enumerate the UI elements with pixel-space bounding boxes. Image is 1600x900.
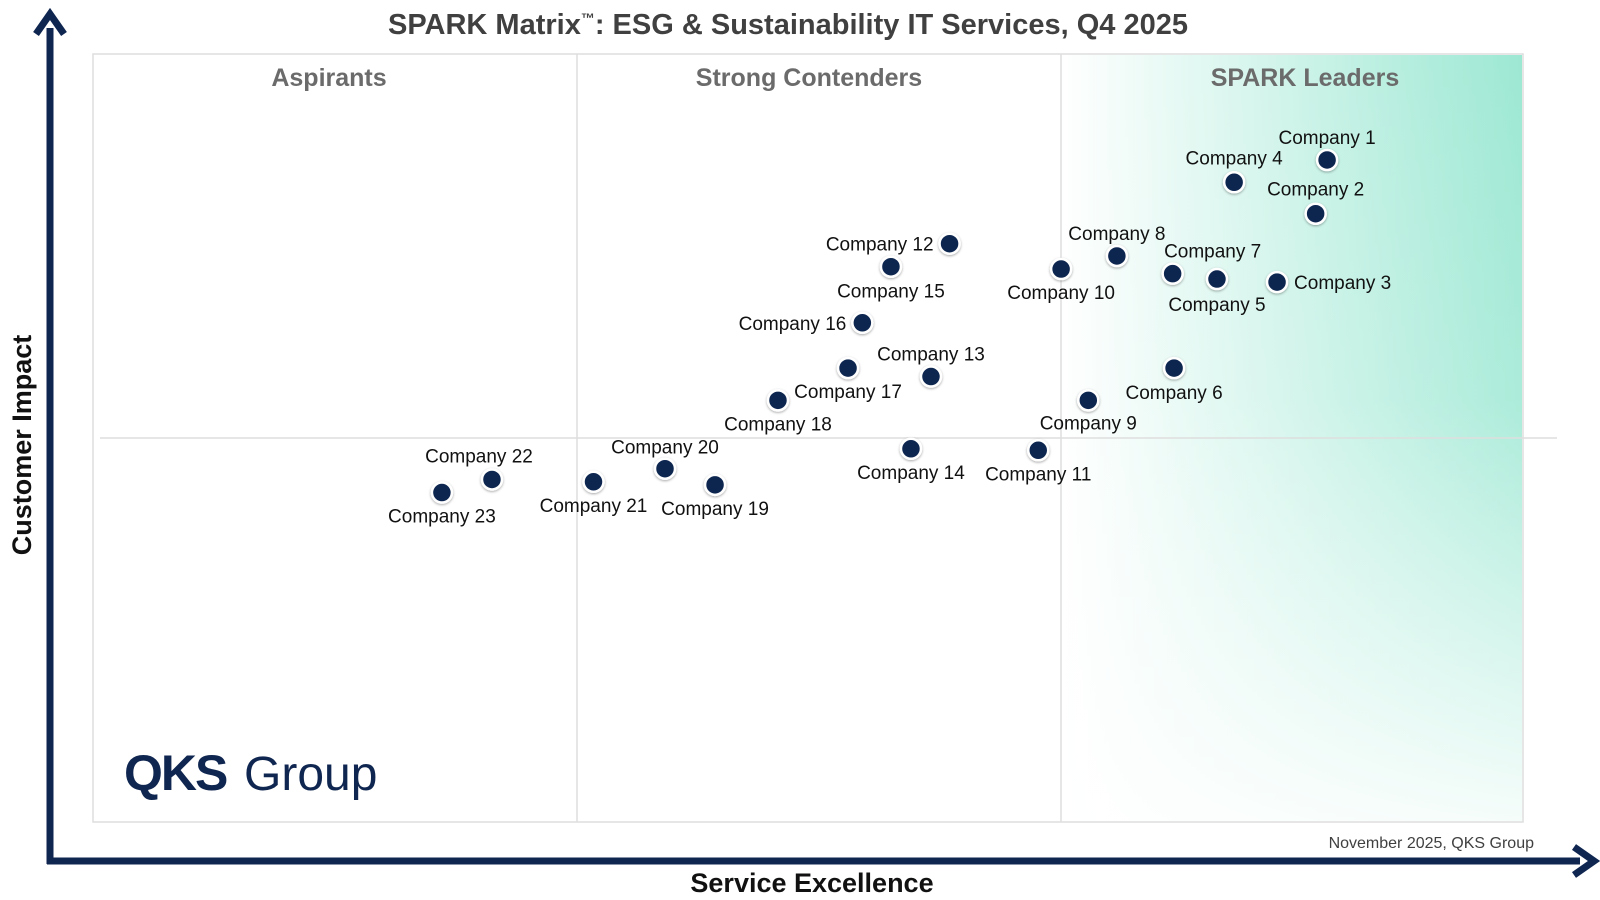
data-point-15[interactable]: Company 15 — [837, 255, 945, 303]
data-point-19[interactable]: Company 19 — [661, 473, 769, 520]
data-point-12[interactable]: Company 12 — [826, 232, 961, 256]
data-point-marker[interactable] — [1049, 257, 1073, 281]
data-point-23[interactable]: Company 23 — [388, 481, 496, 528]
data-point-20[interactable]: Company 20 — [611, 438, 719, 480]
data-point-marker[interactable] — [1205, 267, 1229, 291]
data-point-label: Company 1 — [1279, 128, 1376, 149]
data-point-13[interactable]: Company 13 — [877, 345, 985, 388]
data-point-10[interactable]: Company 10 — [1007, 257, 1115, 304]
data-point-marker[interactable] — [899, 437, 923, 461]
data-point-2[interactable]: Company 2 — [1267, 180, 1364, 225]
data-point-label: Company 19 — [661, 499, 769, 520]
data-points-layer: Company 1 Company 2 Company 3 Company 4 Comp… — [388, 128, 1391, 528]
data-point-marker[interactable] — [1026, 439, 1050, 462]
data-point-label: Company 5 — [1168, 295, 1265, 316]
data-point-marker[interactable] — [480, 468, 504, 491]
logo-qks-text: QKS — [124, 745, 227, 801]
chart-title-main: SPARK Matrix — [388, 9, 581, 41]
quadrant-label-strong-contenders: Strong Contenders — [696, 64, 922, 92]
footnote: November 2025, QKS Group — [1329, 835, 1535, 852]
data-point-marker[interactable] — [1265, 270, 1289, 294]
data-point-label: Company 4 — [1186, 148, 1284, 169]
data-point-8[interactable]: Company 8 — [1068, 224, 1165, 268]
data-point-label: Company 7 — [1164, 242, 1261, 263]
data-point-label: Company 13 — [877, 345, 985, 366]
data-point-marker[interactable] — [851, 311, 874, 335]
data-point-label: Company 23 — [388, 507, 496, 528]
data-point-label: Company 10 — [1007, 283, 1115, 304]
chart-title-trademark: ™ — [581, 10, 595, 26]
data-point-4[interactable]: Company 4 — [1186, 148, 1284, 194]
data-point-marker[interactable] — [1304, 202, 1327, 225]
data-point-7[interactable]: Company 7 — [1161, 242, 1262, 285]
quadrant-label-aspirants: Aspirants — [271, 64, 386, 92]
data-point-14[interactable]: Company 14 — [857, 437, 965, 484]
x-axis-title: Service Excellence — [690, 868, 933, 898]
data-point-label: Company 8 — [1068, 224, 1165, 245]
data-point-label: Company 11 — [985, 464, 1091, 485]
y-axis-title: Customer Impact — [7, 335, 37, 556]
data-point-1[interactable]: Company 1 — [1279, 128, 1376, 172]
data-point-marker[interactable] — [766, 389, 790, 412]
data-point-label: Company 14 — [857, 463, 965, 484]
quadrant-label-spark-leaders: SPARK Leaders — [1211, 64, 1400, 92]
data-point-3[interactable]: Company 3 — [1265, 270, 1391, 294]
data-point-18[interactable]: Company 18 — [724, 389, 832, 435]
data-point-marker[interactable] — [1222, 171, 1246, 194]
data-point-marker[interactable] — [653, 457, 677, 480]
qks-group-logo: QKS Group — [124, 745, 377, 801]
data-point-6[interactable]: Company 6 — [1125, 356, 1223, 404]
data-point-11[interactable]: Company 11 — [985, 439, 1091, 485]
chart-title-rest: : ESG & Sustainability IT Services, Q4 2… — [595, 9, 1188, 41]
data-point-label: Company 15 — [837, 282, 945, 303]
data-point-label: Company 16 — [739, 314, 847, 335]
data-point-marker[interactable] — [879, 255, 903, 278]
data-point-marker[interactable] — [1315, 148, 1339, 172]
x-axis-arrow-icon — [1571, 844, 1600, 878]
data-point-marker[interactable] — [1162, 356, 1186, 380]
data-point-label: Company 22 — [425, 446, 533, 467]
chart-title: SPARK Matrix™: ESG & Sustainability IT S… — [388, 9, 1188, 41]
data-point-17[interactable]: Company 17 — [794, 356, 902, 403]
data-point-label: Company 20 — [611, 438, 719, 459]
data-point-label: Company 3 — [1294, 273, 1391, 294]
data-point-22[interactable]: Company 22 — [425, 446, 533, 491]
y-axis-arrow-icon — [33, 7, 67, 37]
logo-group-text: Group — [244, 748, 377, 801]
data-point-marker[interactable] — [836, 356, 860, 380]
data-point-marker[interactable] — [1077, 389, 1100, 412]
data-point-5[interactable]: Company 5 — [1168, 267, 1266, 316]
data-point-label: Company 17 — [794, 382, 902, 403]
data-point-marker[interactable] — [919, 365, 943, 388]
data-point-21[interactable]: Company 21 — [540, 470, 648, 517]
data-point-marker[interactable] — [703, 473, 727, 497]
data-point-label: Company 6 — [1125, 383, 1222, 404]
data-point-marker[interactable] — [1161, 262, 1184, 285]
data-point-16[interactable]: Company 16 — [739, 311, 874, 335]
data-point-marker[interactable] — [1105, 244, 1129, 268]
data-point-label: Company 9 — [1040, 413, 1137, 434]
data-point-label: Company 18 — [724, 414, 832, 435]
data-point-marker[interactable] — [582, 470, 605, 494]
data-point-marker[interactable] — [938, 232, 961, 255]
data-point-label: Company 2 — [1267, 180, 1364, 201]
data-point-label: Company 12 — [826, 235, 934, 256]
data-point-marker[interactable] — [430, 481, 454, 504]
data-point-label: Company 21 — [540, 496, 648, 517]
data-point-9[interactable]: Company 9 — [1040, 389, 1137, 434]
